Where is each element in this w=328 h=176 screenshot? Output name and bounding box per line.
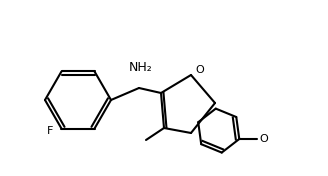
Text: F: F [47, 126, 53, 136]
Text: O: O [259, 134, 268, 144]
Text: O: O [195, 65, 204, 75]
Text: NH₂: NH₂ [129, 61, 153, 74]
